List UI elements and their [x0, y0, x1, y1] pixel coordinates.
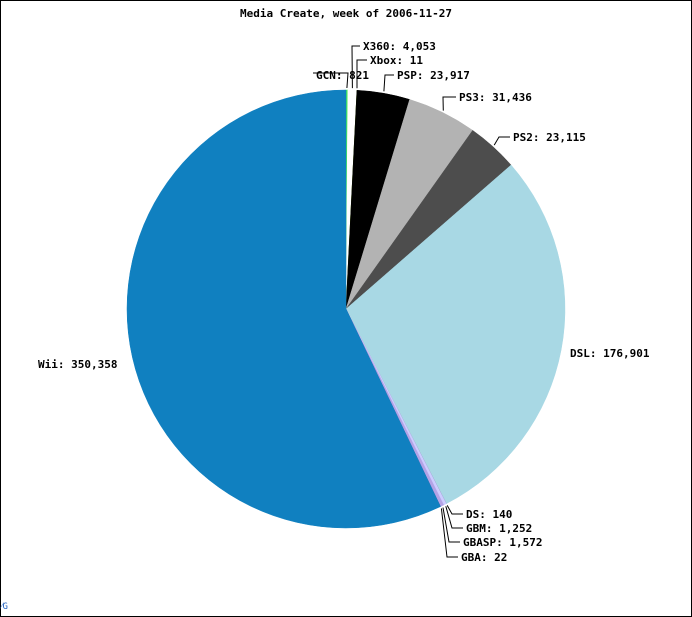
leader-line-ps3 — [442, 96, 456, 111]
leader-line-xbox — [356, 59, 367, 89]
leader-line-ps2 — [493, 136, 510, 146]
slice-label-ds: DS: 140 — [466, 508, 512, 521]
pie-slice-wii — [126, 89, 441, 529]
pie-slice-dsl — [345, 164, 566, 504]
leader-line-x360 — [351, 45, 360, 89]
slice-label-wii: Wii: 350,358 — [38, 358, 117, 371]
slice-label-gbm: GBM: 1,252 — [466, 522, 532, 535]
leader-line-gcn — [313, 72, 349, 89]
leader-line-gbasp — [442, 507, 460, 543]
leader-line-gba — [440, 508, 458, 558]
leader-lines — [313, 45, 510, 558]
slice-label-gcn: GCN: 821 — [316, 69, 369, 82]
slice-label-psp: PSP: 23,917 — [397, 69, 470, 82]
slice-label-ps2: PS2: 23,115 — [513, 131, 586, 144]
leader-line-ds — [446, 505, 463, 515]
slice-label-ps3: PS3: 31,436 — [459, 91, 532, 104]
corner-logo-icon: ⁄G — [1, 602, 8, 612]
slice-label-dsl: DSL: 176,901 — [570, 347, 650, 360]
leader-line-psp — [383, 74, 394, 92]
leader-line-gbm — [445, 506, 463, 529]
slice-label-gbasp: GBASP: 1,572 — [463, 536, 542, 549]
pie-slices — [126, 89, 566, 529]
chart-title: Media Create, week of 2006-11-27 — [240, 7, 452, 20]
slice-label-gba: GBA: 22 — [461, 551, 507, 564]
slice-label-x360: X360: 4,053 — [363, 40, 436, 53]
slice-label-xbox: Xbox: 11 — [370, 54, 423, 67]
